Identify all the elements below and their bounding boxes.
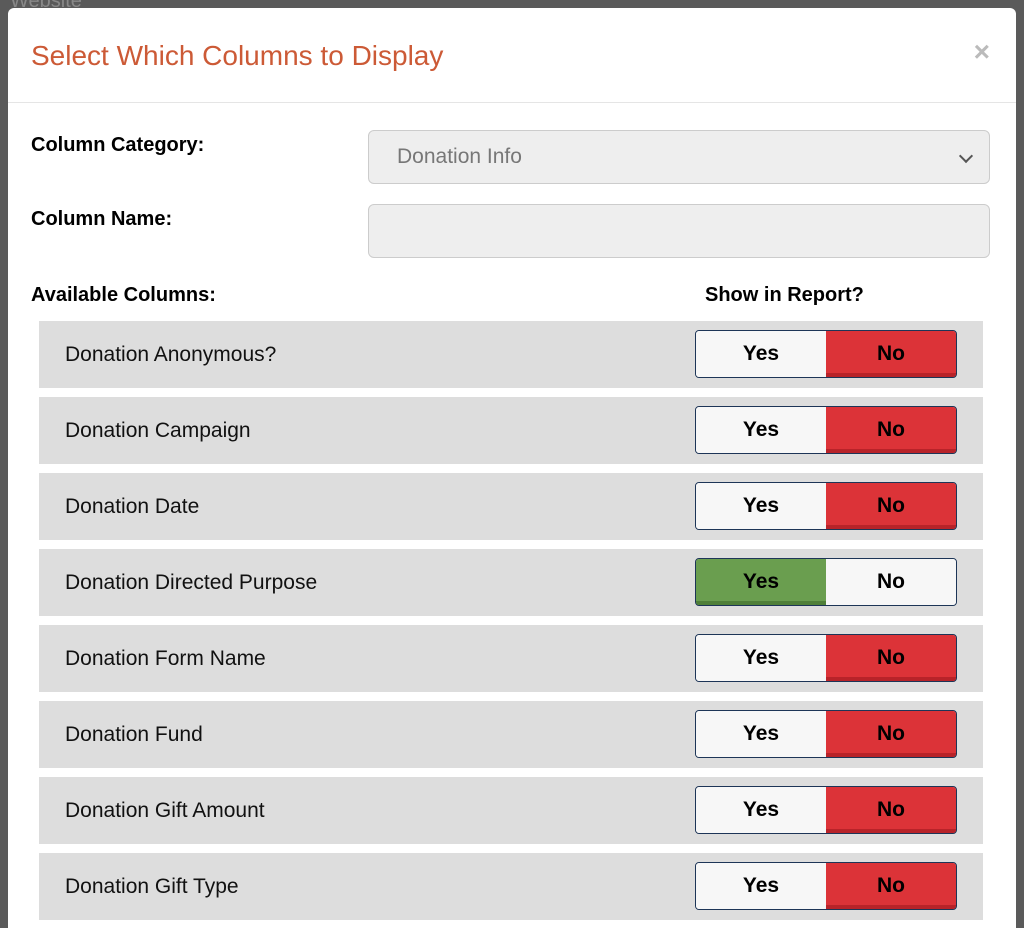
show-toggle: YesNo — [695, 710, 957, 758]
category-label: Column Category: — [31, 134, 204, 157]
modal-header: Select Which Columns to Display × — [8, 8, 1016, 103]
column-row: Donation Date YesNo — [39, 473, 983, 540]
no-button[interactable]: No — [826, 635, 956, 681]
available-header: Available Columns: — [31, 284, 216, 307]
column-name: Donation Campaign — [65, 397, 251, 464]
column-row: Donation Gift Amount YesNo — [39, 777, 983, 844]
no-button[interactable]: No — [826, 863, 956, 909]
modal: Select Which Columns to Display × Column… — [8, 8, 1016, 928]
column-name: Donation Date — [65, 473, 199, 540]
modal-title: Select Which Columns to Display — [31, 40, 443, 72]
column-row: Donation Form Name YesNo — [39, 625, 983, 692]
no-button[interactable]: No — [826, 559, 956, 605]
no-button[interactable]: No — [826, 483, 956, 529]
show-toggle: YesNo — [695, 786, 957, 834]
no-button[interactable]: No — [826, 787, 956, 833]
column-name: Donation Gift Type — [65, 853, 239, 920]
column-row: Donation Campaign YesNo — [39, 397, 983, 464]
column-name: Donation Form Name — [65, 625, 266, 692]
no-button[interactable]: No — [826, 331, 956, 377]
close-button[interactable]: × — [974, 36, 990, 68]
yes-button[interactable]: Yes — [696, 863, 826, 909]
show-toggle: YesNo — [695, 862, 957, 910]
show-header: Show in Report? — [705, 284, 864, 307]
no-button[interactable]: No — [826, 711, 956, 757]
no-button[interactable]: No — [826, 407, 956, 453]
show-toggle: YesNo — [695, 634, 957, 682]
show-toggle: YesNo — [695, 482, 957, 530]
show-toggle: YesNo — [695, 406, 957, 454]
yes-button[interactable]: Yes — [696, 331, 826, 377]
yes-button[interactable]: Yes — [696, 711, 826, 757]
column-row: Donation Anonymous? YesNo — [39, 321, 983, 388]
yes-button[interactable]: Yes — [696, 635, 826, 681]
column-row: Donation Directed Purpose YesNo — [39, 549, 983, 616]
category-select[interactable]: Donation Info — [368, 130, 990, 184]
yes-button[interactable]: Yes — [696, 787, 826, 833]
column-row: Donation Gift Type YesNo — [39, 853, 983, 920]
yes-button[interactable]: Yes — [696, 483, 826, 529]
column-name: Donation Directed Purpose — [65, 549, 317, 616]
column-name: Donation Gift Amount — [65, 777, 265, 844]
column-row: Donation Fund YesNo — [39, 701, 983, 768]
show-toggle: YesNo — [695, 558, 957, 606]
name-label: Column Name: — [31, 208, 172, 231]
show-toggle: YesNo — [695, 330, 957, 378]
yes-button[interactable]: Yes — [696, 407, 826, 453]
column-name: Donation Fund — [65, 701, 203, 768]
name-input[interactable] — [368, 204, 990, 258]
yes-button[interactable]: Yes — [696, 559, 826, 605]
column-name: Donation Anonymous? — [65, 321, 276, 388]
